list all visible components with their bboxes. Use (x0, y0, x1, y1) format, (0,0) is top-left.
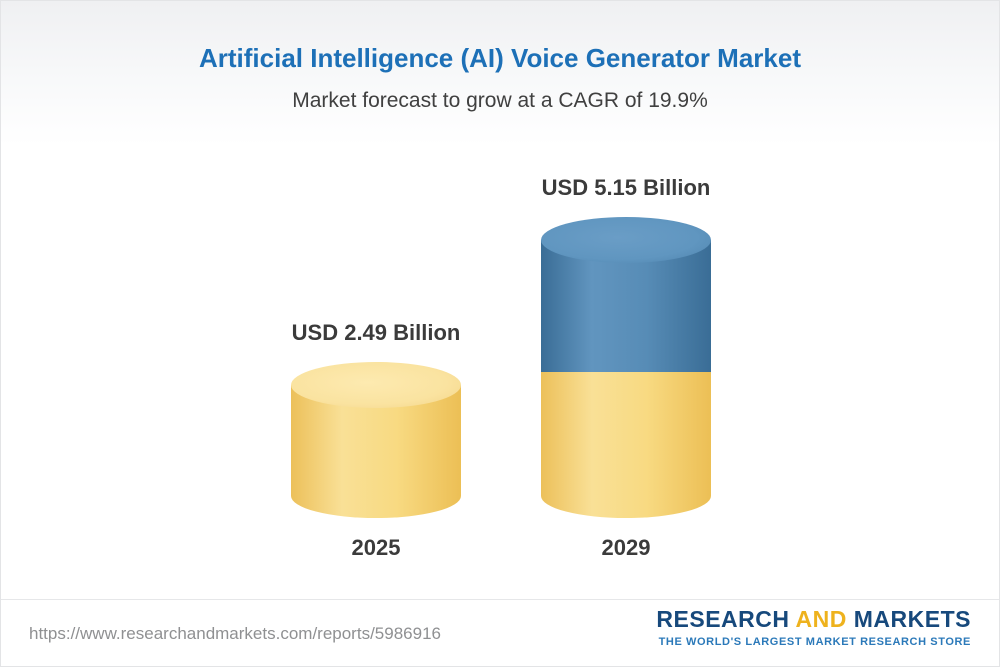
logo-word-markets: MARKETS (853, 606, 971, 632)
bar-group-2025: USD 2.49 Billion 2025 (261, 320, 491, 561)
logo-wordmark: RESEARCH AND MARKETS (656, 606, 971, 633)
footer-divider (1, 599, 999, 600)
cylinder-top-2029 (541, 217, 711, 263)
value-label-2025: USD 2.49 Billion (291, 320, 461, 345)
bar-segment-2029-base (541, 372, 711, 518)
chart-subtitle: Market forecast to grow at a CAGR of 19.… (292, 89, 708, 112)
chart-title: Artificial Intelligence (AI) Voice Gener… (198, 43, 801, 73)
logo-word-research: RESEARCH (656, 606, 790, 632)
bar-group-2029: USD 5.15 Billion 2029 (511, 175, 741, 561)
cylinder-top-2025 (291, 362, 461, 408)
logo-tagline: THE WORLD'S LARGEST MARKET RESEARCH STOR… (658, 636, 971, 648)
value-label-2029: USD 5.15 Billion (541, 175, 711, 200)
cylinder-2025 (291, 362, 461, 518)
logo-word-and: AND (795, 606, 847, 632)
research-and-markets-logo: RESEARCH AND MARKETS THE WORLD'S LARGEST… (656, 606, 971, 648)
report-url-link[interactable]: https://www.researchandmarkets.com/repor… (29, 624, 441, 643)
category-label-2029: 2029 (601, 535, 651, 560)
cylinder-2029 (541, 217, 711, 518)
category-label-2025: 2025 (351, 535, 401, 560)
